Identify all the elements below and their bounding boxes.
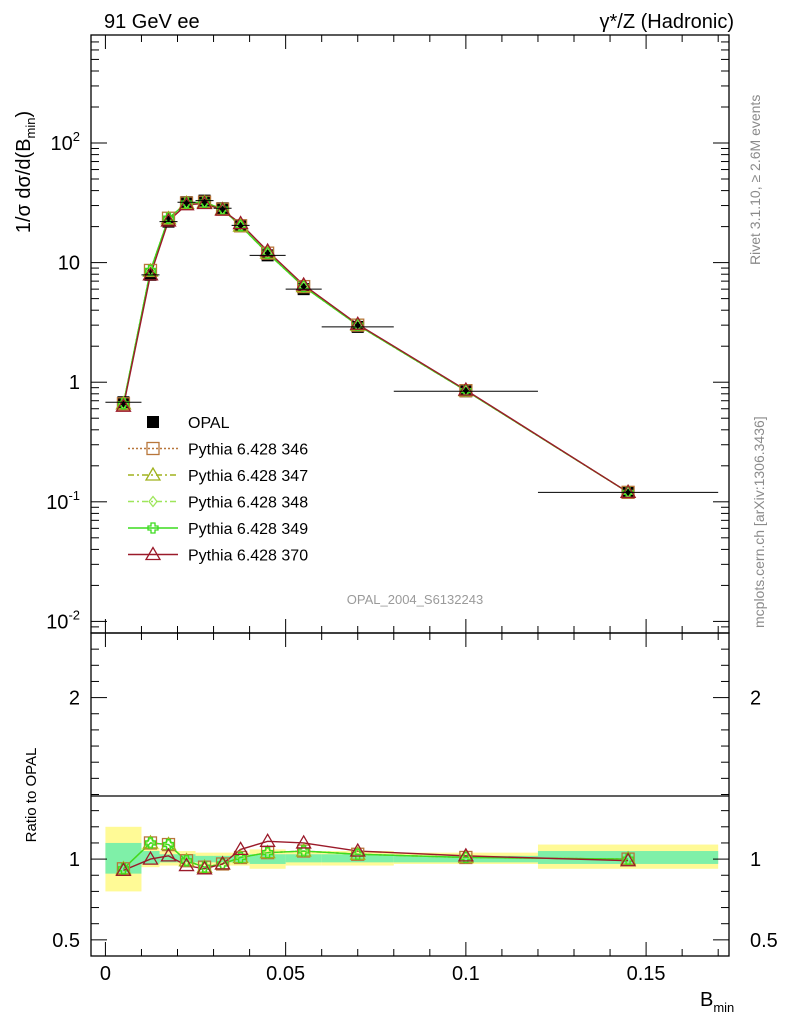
analysis-watermark: OPAL_2004_S6132243 — [347, 592, 483, 607]
mc-data-point — [160, 212, 177, 227]
y-axis-label-main: 1/σ dσ/d(Bmin) — [13, 111, 38, 233]
band-inner — [537, 851, 719, 864]
mc-data-point — [142, 266, 159, 281]
y-tick-label-main: 1 — [69, 372, 80, 394]
mc-data-point — [295, 276, 312, 291]
legend: OPAL Pythia 6.428 346 Pythia 6.428 347 Pyth… — [128, 415, 308, 565]
x-tick-label: 0.15 — [627, 963, 666, 985]
y-tick-label-main: 102 — [51, 129, 80, 155]
ratio-data-point — [234, 851, 247, 864]
y-tick-label-ratio-right: 0.5 — [750, 930, 778, 952]
x-axis-label: Bmin — [700, 989, 734, 1015]
mc-data-point — [214, 201, 231, 216]
x-tick-label: 0.05 — [266, 963, 305, 985]
ratio-data-point — [142, 850, 159, 865]
mc-data-point — [349, 315, 366, 330]
band-inner — [159, 854, 178, 863]
ratio-data-point — [619, 852, 637, 867]
header-left: 91 GeV ee — [104, 11, 200, 33]
y-tick-label-ratio: 2 — [69, 688, 80, 710]
legend-label: Pythia 6.428 348 — [188, 495, 308, 512]
legend-label: Pythia 6.428 349 — [188, 521, 308, 538]
mc-data-point — [196, 195, 213, 210]
ratio-data-point — [160, 847, 177, 862]
rivet-label: Rivet 3.1.10, ≥ 2.6M events — [747, 95, 763, 265]
y-tick-label-ratio: 0.5 — [52, 930, 80, 952]
y-tick-label-ratio-right: 2 — [750, 688, 761, 710]
legend-marker — [148, 495, 158, 508]
y-tick-label-ratio: 1 — [69, 849, 80, 871]
band-inner — [105, 842, 142, 874]
x-tick-label: 0.1 — [452, 963, 480, 985]
x-tick-label: 0 — [100, 963, 111, 985]
mc-data-point — [457, 381, 475, 396]
ratio-data-point — [144, 837, 157, 849]
ratio-data-point — [457, 847, 475, 862]
ratio-data-point — [115, 862, 132, 877]
ratio-plot-frame — [90, 632, 730, 957]
legend-marker — [147, 522, 159, 534]
mc-data-point — [117, 398, 130, 410]
band-inner — [231, 855, 250, 863]
mc-data-point — [178, 196, 195, 211]
y-tick-label-main: 10-1 — [46, 488, 80, 514]
main-series-markers — [105, 194, 719, 499]
legend-label: Pythia 6.428 346 — [188, 442, 308, 459]
ratio-data-point — [162, 838, 175, 851]
legend-marker — [144, 466, 162, 481]
mc-data-point — [259, 242, 276, 257]
mc-data-point — [162, 212, 175, 224]
legend-marker — [144, 546, 162, 561]
y-tick-label-main: 10-2 — [46, 607, 80, 633]
y-tick-label-ratio-right: 1 — [750, 849, 761, 871]
ratio-data-point — [295, 834, 312, 849]
legend-label: OPAL — [188, 415, 230, 432]
mc-data-point — [115, 397, 132, 412]
ratio-data-point — [214, 855, 231, 870]
ratio-data-point — [261, 846, 274, 859]
ratio-data-point — [178, 857, 195, 872]
legend-label: Pythia 6.428 370 — [188, 548, 308, 565]
ratio-data-point — [298, 845, 310, 857]
legend-marker — [146, 441, 160, 456]
main-plot-frame — [90, 34, 730, 634]
band-inner — [285, 854, 322, 863]
ratio-data-point — [196, 860, 213, 875]
y-tick-label-main: 10 — [58, 253, 80, 275]
y-axis-label-ratio: Ratio to OPAL — [23, 748, 40, 843]
header-right: γ*/Z (Hadronic) — [600, 11, 734, 33]
band-inner — [393, 855, 538, 863]
mc-data-point — [232, 215, 249, 230]
axis-ticks: 0 0.05 0.1 0.15 10-2 10-1 1 10 102 0.5 0.5 1 1 2 2 — [46, 34, 778, 985]
ratio-series-line — [123, 840, 629, 872]
ratio-data-point — [232, 841, 249, 856]
legend-marker — [147, 416, 159, 428]
main-series-line — [122, 202, 629, 493]
ratio-series-markers — [115, 833, 637, 877]
mc-data-point — [619, 484, 637, 498]
ratio-data-point — [349, 842, 366, 857]
mcplots-label: mcplots.cern.ch [arXiv:1306.3436] — [751, 416, 767, 628]
ratio-data-point — [259, 833, 276, 847]
legend-label: Pythia 6.428 347 — [188, 468, 308, 485]
